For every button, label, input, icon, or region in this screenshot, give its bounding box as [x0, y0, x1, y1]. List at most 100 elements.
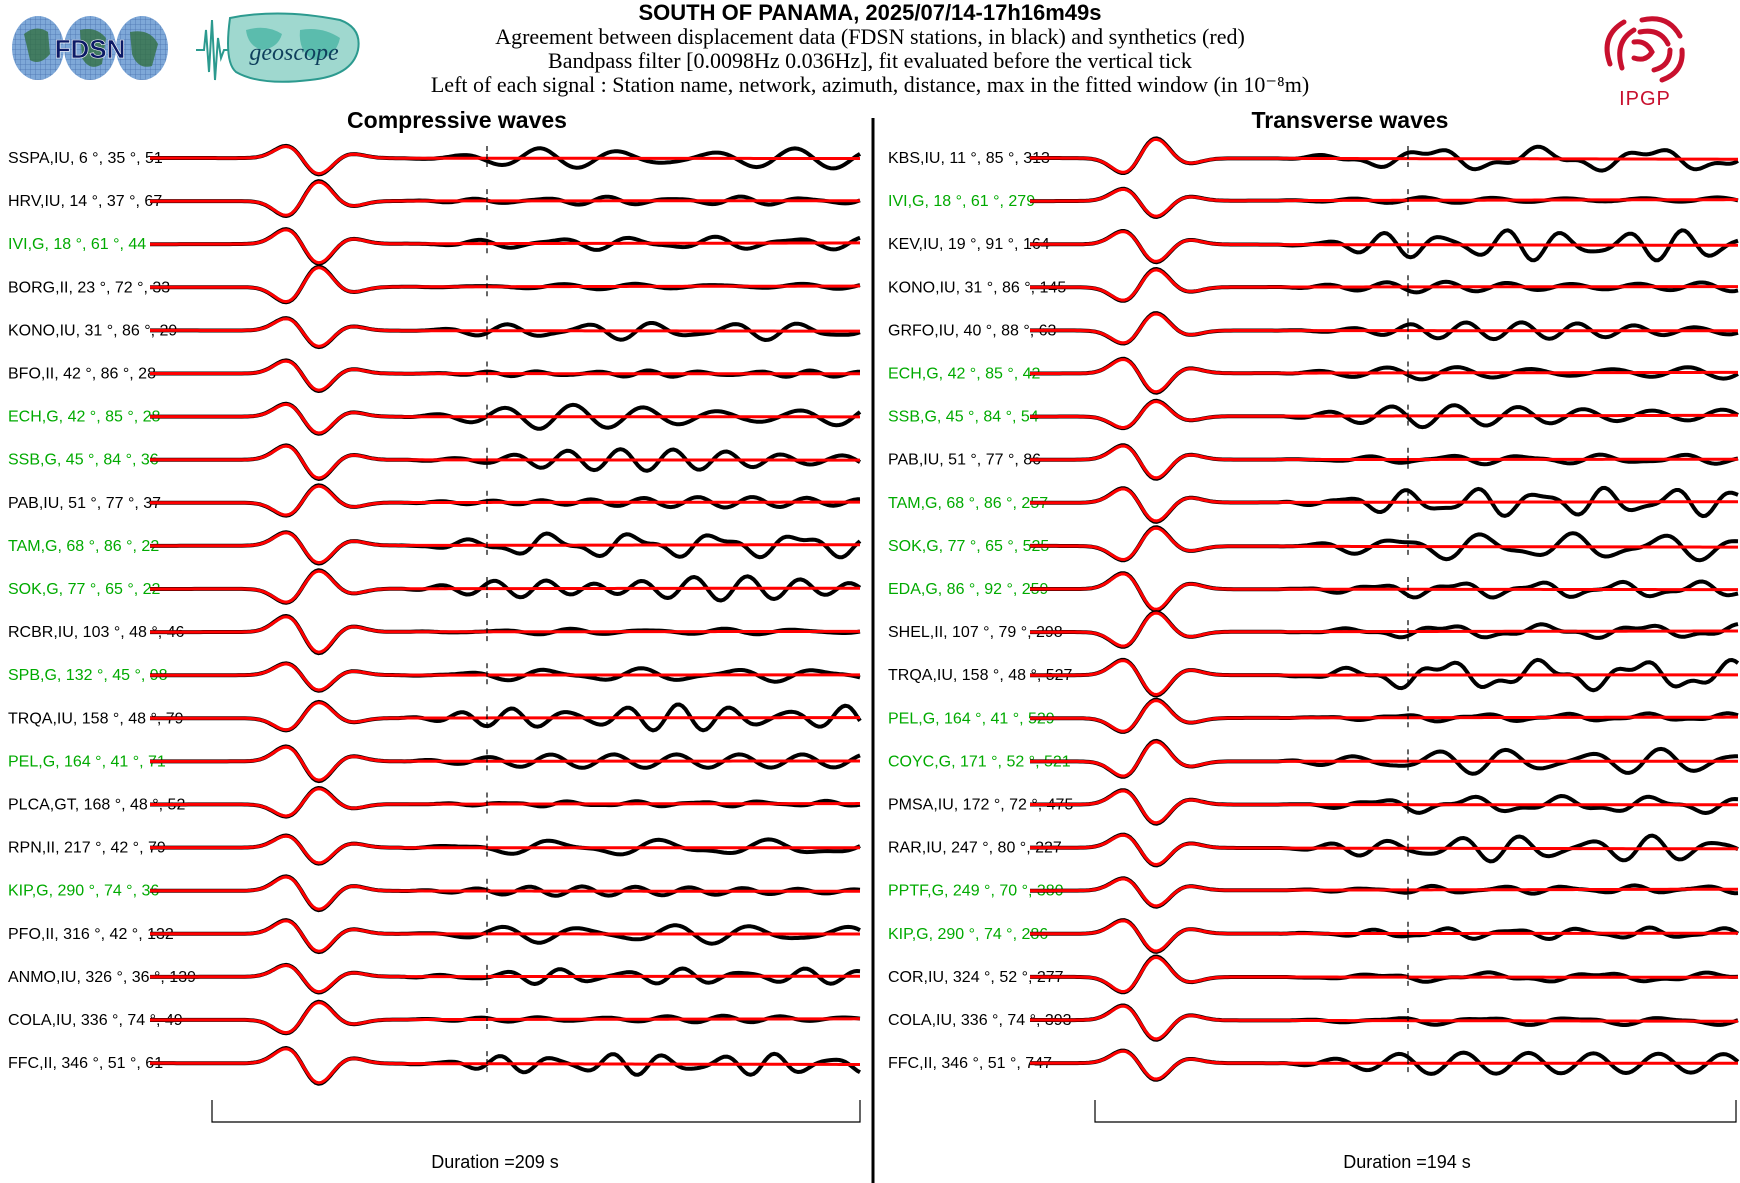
figure-subtitle-agreement: Agreement between displacement data (FDS…: [495, 24, 1245, 49]
station-row: RPN,II, 217 °, 42 °, 79: [8, 833, 861, 866]
station-label: RPN,II, 217 °, 42 °, 79: [8, 840, 166, 857]
station-label: SOK,G, 77 °, 65 °, 22: [8, 581, 161, 598]
station-label: KONO,IU, 31 °, 86 °, 29: [8, 322, 177, 339]
synthetic-trace: [1030, 740, 1738, 778]
synthetic-trace: [1030, 1049, 1738, 1081]
data-trace: [1030, 610, 1739, 649]
synthetic-trace: [1030, 611, 1738, 648]
fdsn-logo: FDSN: [12, 16, 168, 80]
station-label: TAM,G, 68 °, 86 °, 22: [8, 538, 159, 555]
data-trace: [1030, 738, 1739, 779]
station-row: TRQA,IU, 158 °, 48 °, 79: [8, 699, 862, 733]
synthetic-trace: [150, 317, 860, 348]
station-label: IVI,G, 18 °, 61 °, 279: [888, 193, 1035, 210]
station-label: ANMO,IU, 326 °, 36 °, 139: [8, 969, 196, 986]
synthetic-trace: [1030, 187, 1738, 218]
data-trace: [1030, 485, 1739, 524]
compressive-panel-title: Compressive waves: [347, 107, 567, 133]
synthetic-trace: [1030, 572, 1738, 611]
synthetic-trace: [1030, 919, 1738, 953]
station-row: FFC,II, 346 °, 51 °, 747: [888, 1048, 1740, 1082]
station-label: PAB,IU, 51 °, 77 °, 37: [8, 495, 161, 512]
station-row: SSPA,IU, 6 °, 35 °, 51: [8, 143, 862, 177]
synthetic-trace: [1030, 877, 1738, 908]
synthetic-trace: [150, 745, 860, 782]
station-row: TRQA,IU, 158 °, 48 °, 527: [888, 657, 1740, 698]
figure-title: SOUTH OF PANAMA, 2025/07/14-17h16m49s: [638, 0, 1102, 25]
data-trace: [150, 699, 862, 733]
station-label: EDA,G, 86 °, 92 °, 259: [888, 581, 1049, 598]
station-label: FFC,II, 346 °, 51 °, 747: [888, 1055, 1052, 1072]
geoscope-logo: geoscope: [196, 12, 360, 83]
station-label: COYC,G, 171 °, 52 °, 521: [888, 753, 1071, 770]
data-trace: [150, 316, 861, 350]
station-row: TAM,G, 68 °, 86 °, 22: [8, 530, 862, 566]
synthetic-trace: [1030, 400, 1738, 429]
synthetic-trace: [150, 834, 860, 865]
data-trace: [150, 179, 861, 218]
station-label: HRV,IU, 14 °, 37 °, 67: [8, 193, 162, 210]
synthetic-trace: [1030, 789, 1738, 825]
station-row: COR,IU, 324 °, 52 °, 277: [888, 954, 1739, 995]
ipgp-logo-text: IPGP: [1619, 88, 1671, 110]
station-row: BORG,II, 23 °, 72 °, 33: [8, 264, 861, 305]
figure-header: SOUTH OF PANAMA, 2025/07/14-17h16m49s Ag…: [0, 0, 1740, 115]
data-trace: [150, 874, 861, 913]
synthetic-trace: [1030, 956, 1738, 993]
synthetic-trace: [1030, 833, 1739, 866]
figure-subtitle-legend: Left of each signal : Station name, netw…: [430, 72, 1310, 97]
data-trace: [150, 227, 861, 266]
synthetic-trace: [150, 228, 860, 265]
station-label: PPTF,G, 249 °, 70 °, 380: [888, 883, 1064, 900]
data-trace: [150, 530, 862, 566]
station-label: ECH,G, 42 °, 85 °, 28: [8, 409, 161, 426]
station-row: KEV,IU, 19 °, 91 °, 164: [888, 228, 1739, 265]
station-label: PEL,G, 164 °, 41 °, 71: [8, 753, 166, 770]
data-trace: [150, 143, 862, 177]
station-label: PMSA,IU, 172 °, 72 °, 475: [888, 797, 1073, 814]
synthetic-trace: [1030, 526, 1738, 561]
synthetic-trace: [150, 1047, 860, 1085]
station-row: ANMO,IU, 326 °, 36 °, 139: [8, 962, 861, 995]
synthetic-trace: [150, 1001, 860, 1035]
data-trace: [150, 614, 861, 656]
station-row: SPB,G, 132 °, 45 °, 98: [8, 661, 861, 693]
station-row: COLA,IU, 336 °, 74 °, 49: [8, 999, 861, 1036]
synthetic-trace: [1030, 268, 1738, 302]
station-label: PAB,IU, 51 °, 77 °, 86: [888, 452, 1041, 469]
synthetic-trace: [1030, 1004, 1738, 1041]
station-label: PLCA,GT, 168 °, 48 °, 52: [8, 797, 185, 814]
station-label: KONO,IU, 31 °, 86 °, 145: [888, 279, 1066, 296]
station-row: SSB,G, 45 °, 84 °, 54: [888, 398, 1739, 431]
station-label: KIP,G, 290 °, 74 °, 286: [888, 926, 1048, 943]
station-label: KIP,G, 290 °, 74 °, 36: [8, 883, 159, 900]
data-trace: [1030, 1048, 1740, 1082]
compressive-duration-label: Duration =209 s: [431, 1152, 559, 1172]
station-label: SSB,G, 45 °, 84 °, 36: [8, 452, 159, 469]
station-row: ECH,G, 42 °, 85 °, 42: [888, 356, 1739, 395]
synthetic-trace: [150, 787, 860, 818]
synthetic-trace: [150, 359, 860, 392]
data-trace: [1030, 136, 1739, 175]
station-row: PAB,IU, 51 °, 77 °, 86: [888, 443, 1739, 481]
station-row: PAB,IU, 51 °, 77 °, 37: [8, 483, 861, 518]
station-row: IVI,G, 18 °, 61 °, 44: [8, 227, 861, 266]
station-label: KBS,IU, 11 °, 85 °, 313: [888, 150, 1050, 167]
data-trace: [1030, 311, 1739, 346]
station-label: COLA,IU, 336 °, 74 °, 393: [888, 1012, 1072, 1029]
station-label: SPB,G, 132 °, 45 °, 98: [8, 667, 168, 684]
station-row: TAM,G, 68 °, 86 °, 257: [888, 485, 1739, 524]
data-trace: [150, 918, 861, 955]
station-row: COYC,G, 171 °, 52 °, 521: [888, 738, 1739, 779]
station-row: EDA,G, 86 °, 92 °, 259: [888, 571, 1739, 613]
station-label: BORG,II, 23 °, 72 °, 33: [8, 279, 170, 296]
duration-bracket: [1094, 1100, 1737, 1123]
synthetic-trace: [150, 875, 860, 911]
station-label: RAR,IU, 247 °, 80 °, 227: [888, 840, 1062, 857]
station-label: KEV,IU, 19 °, 91 °, 164: [888, 236, 1050, 253]
station-row: PFO,II, 316 °, 42 °, 132: [8, 918, 861, 955]
synthetic-trace: [150, 919, 860, 953]
data-trace: [150, 443, 861, 481]
data-trace: [150, 661, 861, 693]
transverse-duration-label: Duration =194 s: [1343, 1152, 1471, 1172]
